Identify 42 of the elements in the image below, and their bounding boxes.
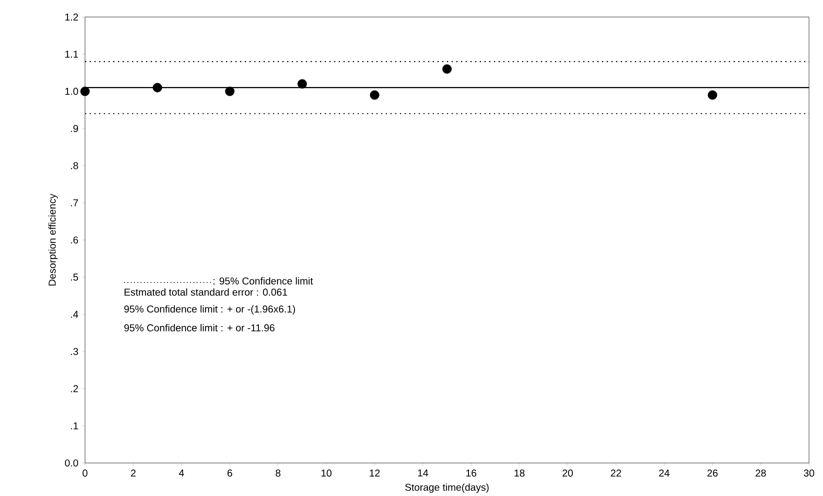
y-tick-label: .8 bbox=[71, 162, 78, 170]
x-tick-label: 0 bbox=[82, 469, 88, 477]
x-tick-label: 2 bbox=[130, 469, 136, 476]
x-tick-label: 22 bbox=[610, 469, 622, 476]
y-tick-label: .6 bbox=[71, 236, 78, 244]
y-tick-label: 1.2 bbox=[65, 13, 78, 20]
x-tick-label: 10 bbox=[322, 469, 332, 477]
y-tick-label: 1.0 bbox=[65, 88, 78, 95]
x-tick-label: 18 bbox=[514, 469, 525, 477]
point bbox=[225, 86, 235, 96]
y-tick-label: .1 bbox=[71, 422, 78, 430]
y-tick-label: .3 bbox=[71, 348, 78, 355]
point bbox=[152, 82, 162, 92]
y-tick-label: .9 bbox=[71, 124, 78, 132]
y-tick-label: .2 bbox=[71, 385, 78, 392]
point bbox=[442, 64, 452, 74]
x-tick-label: 16 bbox=[466, 469, 476, 477]
y-tick-label: .4 bbox=[71, 310, 78, 318]
point bbox=[370, 90, 380, 100]
x-tick-label: 4 bbox=[178, 469, 184, 476]
y-tick-label: 0.0 bbox=[64, 459, 78, 466]
x-tick-label: 26 bbox=[707, 469, 718, 477]
y-tick-label: .5 bbox=[71, 274, 78, 281]
annotation: : 95% Confidence limit bbox=[214, 277, 313, 284]
annotation: Estmated total standard error : 0.061 bbox=[124, 288, 288, 296]
x-tick-label: 14 bbox=[418, 469, 428, 476]
x-tick-label: 28 bbox=[756, 469, 766, 477]
y-axis-title: Desorption efficiency bbox=[48, 194, 58, 286]
y-tick-label: .7 bbox=[71, 199, 78, 206]
y-tick-label: 1.1 bbox=[65, 50, 78, 58]
x-axis-title: Storage time(days) bbox=[405, 483, 489, 493]
x-tick-label: 12 bbox=[370, 469, 380, 476]
x-tick-label: 6 bbox=[228, 469, 232, 477]
x-tick-label: 24 bbox=[659, 469, 670, 476]
annotation: 95% Confidence limit : + or -11.96 bbox=[124, 324, 274, 332]
x-tick-label: 8 bbox=[276, 469, 280, 477]
point bbox=[708, 90, 718, 100]
point bbox=[298, 79, 307, 89]
point bbox=[80, 86, 90, 96]
annotation: 95% Confidence limit : + or -(1.96x6.1) bbox=[124, 305, 296, 314]
x-tick-label: 30 bbox=[804, 469, 814, 477]
x-tick-label: 20 bbox=[562, 469, 573, 477]
